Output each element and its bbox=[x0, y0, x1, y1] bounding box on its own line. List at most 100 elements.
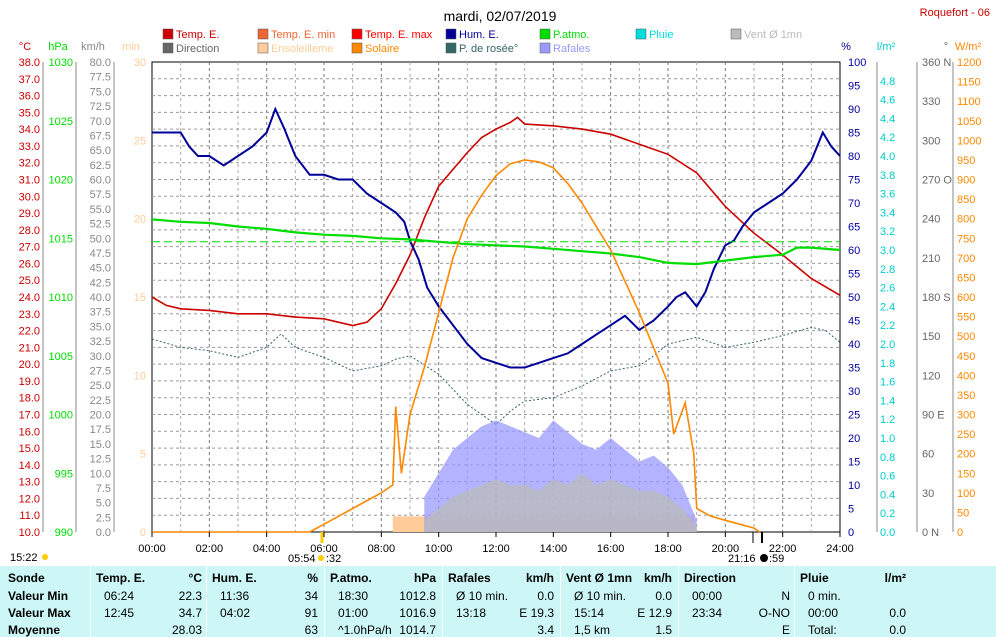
tick-solar: 400 bbox=[957, 370, 975, 382]
tick-rain: 4.4 bbox=[880, 113, 895, 125]
legend-label: P. de rosée° bbox=[459, 43, 518, 55]
legend-swatch bbox=[351, 42, 363, 54]
tick-temp: 17.0 bbox=[19, 410, 40, 422]
tick-wind: 65.0 bbox=[90, 145, 111, 157]
stats-cell-label: 1,5 km bbox=[574, 623, 611, 637]
tick-sun_min: 5 bbox=[140, 449, 146, 461]
tick-wind: 70.0 bbox=[90, 116, 111, 128]
tick-direction: 210 bbox=[922, 253, 940, 265]
sun-markers: 15:22 05:54:32 21:16:59 bbox=[10, 532, 784, 565]
stats-cell-value: 1012.8 bbox=[399, 589, 436, 603]
stats-header: Pluie bbox=[800, 571, 829, 585]
tick-solar: 750 bbox=[957, 233, 975, 245]
tick-wind: 35.0 bbox=[90, 321, 111, 333]
stats-cell-value: 0.0 bbox=[655, 589, 672, 603]
tick-solar: 550 bbox=[957, 312, 975, 324]
sunrise-time: 05:54 bbox=[288, 553, 316, 565]
tick-pressure: 1015 bbox=[49, 233, 73, 245]
tick-temp: 36.0 bbox=[19, 91, 40, 103]
legend-label: Temp. E. min bbox=[271, 29, 335, 41]
legend-swatch bbox=[445, 42, 457, 54]
tick-sun_min: 15 bbox=[134, 292, 146, 304]
stats-row-label: Valeur Max bbox=[8, 606, 71, 620]
stats-table: Sonde Temp. E. °C Hum. E.% P.atmo. hPa Rafales… bbox=[0, 566, 996, 637]
tick-humidity: 50 bbox=[848, 292, 860, 304]
tick-solar: 200 bbox=[957, 449, 975, 461]
sunrise-suffix: :32 bbox=[326, 553, 341, 565]
tick-direction: 30 bbox=[922, 488, 934, 500]
tick-solar: 1000 bbox=[957, 135, 981, 147]
axis-unit-solar: W/m² bbox=[955, 41, 982, 53]
stats-cell-value: 1014.7 bbox=[399, 623, 436, 637]
tick-direction: 60 bbox=[922, 449, 934, 461]
grid bbox=[152, 62, 840, 532]
stats-cell-value: 0.0 bbox=[889, 623, 906, 637]
tick-solar: 350 bbox=[957, 390, 975, 402]
tick-temp: 29.0 bbox=[19, 208, 40, 220]
tick-sun_min: 30 bbox=[134, 57, 146, 69]
stats-cell-value: 91 bbox=[304, 606, 318, 620]
axis-unit-pressure: hPa bbox=[48, 41, 68, 53]
tick-pressure: 1005 bbox=[49, 351, 73, 363]
legend-swatch bbox=[445, 28, 457, 40]
legend-label: Temp. E. max bbox=[365, 29, 433, 41]
tick-sun_min: 0 bbox=[140, 527, 146, 539]
tick-solar: 0 bbox=[957, 527, 963, 539]
stats-cell-value: 0.0 bbox=[537, 589, 554, 603]
tick-humidity: 20 bbox=[848, 433, 860, 445]
chart-title: mardi, 02/07/2019 bbox=[444, 8, 557, 24]
tick-wind: 2.5 bbox=[96, 512, 111, 524]
stats-header: Vent Ø 1mn bbox=[566, 571, 633, 585]
tick-rain: 3.4 bbox=[880, 207, 895, 219]
tick-humidity: 60 bbox=[848, 245, 860, 257]
stats-header: Rafales bbox=[448, 571, 491, 585]
tick-solar: 850 bbox=[957, 194, 975, 206]
tick-humidity: 75 bbox=[848, 175, 860, 187]
axis-unit-direction: ° bbox=[944, 41, 948, 53]
tick-pressure: 1010 bbox=[49, 292, 73, 304]
legend-label: Hum. E. bbox=[459, 29, 499, 41]
tick-solar: 1100 bbox=[957, 96, 981, 108]
tick-solar: 50 bbox=[957, 507, 969, 519]
stats-separator bbox=[442, 566, 443, 637]
tick-solar: 250 bbox=[957, 429, 975, 441]
x-tick-label: 14:00 bbox=[540, 543, 568, 555]
tick-temp: 23.0 bbox=[19, 309, 40, 321]
tick-temp: 27.0 bbox=[19, 242, 40, 254]
tick-rain: 1.8 bbox=[880, 358, 895, 370]
tick-sun_min: 10 bbox=[134, 370, 146, 382]
series-layer bbox=[151, 106, 841, 533]
tick-humidity: 65 bbox=[848, 222, 860, 234]
tick-wind: 27.5 bbox=[90, 365, 111, 377]
tick-wind: 25.0 bbox=[90, 380, 111, 392]
axis-unit-rain: l/m² bbox=[877, 41, 896, 53]
tick-rain: 2.0 bbox=[880, 339, 895, 351]
legend-swatch bbox=[257, 42, 269, 54]
tick-solar: 650 bbox=[957, 272, 975, 284]
sunset-time: 21:16 bbox=[728, 553, 756, 565]
stats-cell-label: 15:14 bbox=[574, 606, 605, 620]
tick-humidity: 5 bbox=[848, 504, 854, 516]
tick-humidity: 30 bbox=[848, 386, 860, 398]
tick-wind: 80.0 bbox=[90, 57, 111, 69]
tick-wind: 57.5 bbox=[90, 189, 111, 201]
tick-humidity: 95 bbox=[848, 81, 860, 93]
stats-cell-label: 12:45 bbox=[104, 606, 135, 620]
tick-temp: 24.0 bbox=[19, 292, 40, 304]
tick-temp: 21.0 bbox=[19, 342, 40, 354]
tick-direction: 270 O bbox=[922, 175, 952, 187]
stats-header: Sonde bbox=[8, 571, 45, 585]
tick-temp: 18.0 bbox=[19, 393, 40, 405]
tick-wind: 15.0 bbox=[90, 439, 111, 451]
tick-rain: 0.4 bbox=[880, 489, 895, 501]
tick-rain: 0.2 bbox=[880, 508, 895, 520]
legend: Temp. E. Temp. E. min Temp. E. max Hum. E. P… bbox=[162, 28, 802, 55]
stats-cell-value: O-NO bbox=[758, 606, 790, 620]
legend-swatch bbox=[257, 28, 269, 40]
stats-header-unit: hPa bbox=[413, 571, 436, 585]
tick-temp: 15.0 bbox=[19, 443, 40, 455]
stats-cell-value: 28.03 bbox=[171, 623, 202, 637]
stats-cell-label: 11:36 bbox=[220, 589, 250, 603]
x-tick-label: 04:00 bbox=[253, 543, 281, 555]
stats-header-unit: km/h bbox=[643, 571, 672, 585]
